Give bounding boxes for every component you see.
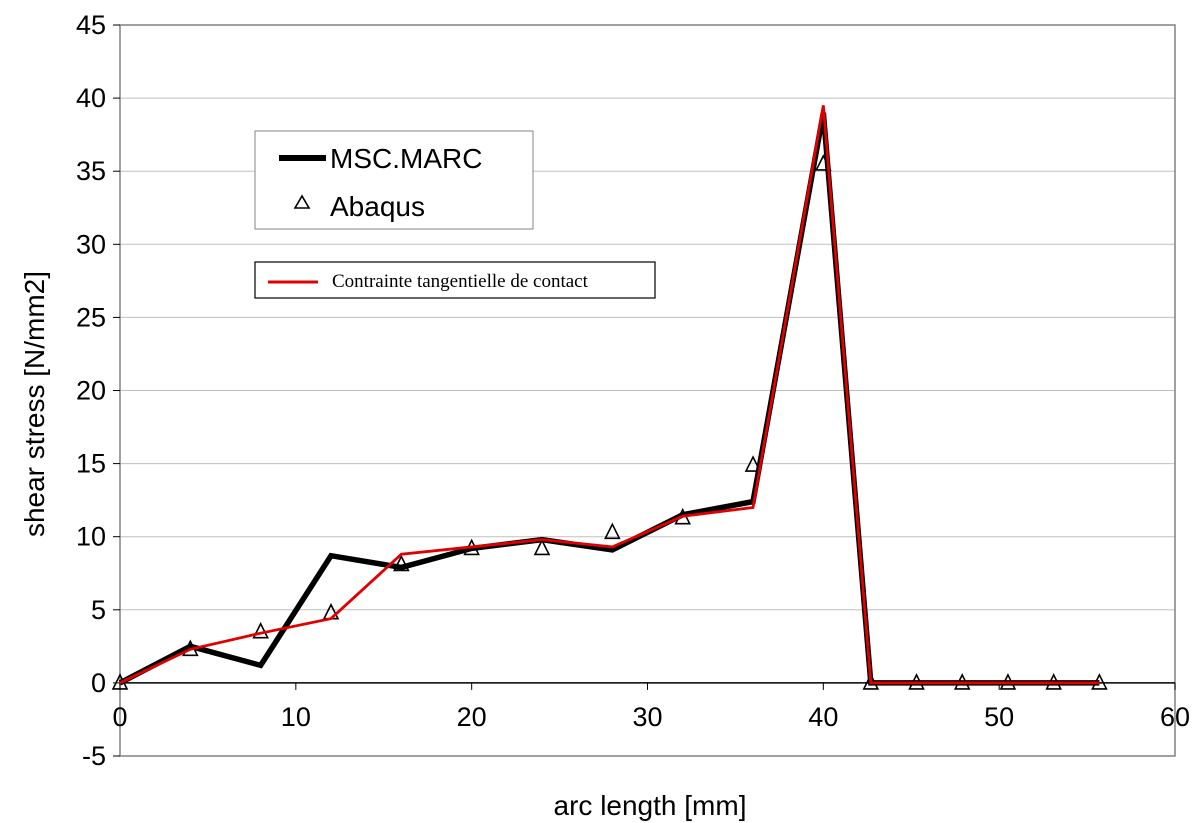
abaqus-marker — [322, 602, 340, 620]
x-tick-label: 20 — [457, 702, 487, 732]
legend-abaqus-label: Abaqus — [330, 191, 425, 222]
y-axis-label: shear stress [N/mm2] — [19, 271, 50, 537]
legend-contact-label: Contrainte tangentielle de contact — [332, 271, 589, 292]
x-tick-label: 0 — [112, 702, 127, 732]
abaqus-marker — [604, 522, 621, 540]
x-tick-label: 50 — [984, 702, 1014, 732]
legend-main: MSC.MARC Abaqus — [254, 130, 534, 230]
y-tick-label: 45 — [76, 10, 106, 40]
y-tick-label: 0 — [91, 668, 106, 698]
y-tick-label: 5 — [91, 595, 106, 625]
series-line-contact — [119, 105, 1100, 685]
series-layer — [111, 105, 1108, 690]
y-tick-label: 10 — [76, 522, 106, 552]
y-tick-label: 40 — [76, 83, 106, 113]
abaqus-marker — [744, 455, 762, 472]
abaqus-marker — [252, 621, 269, 639]
legend-abaqus-marker — [293, 194, 311, 209]
legend-msc-label: MSC.MARC — [330, 143, 482, 174]
x-axis-label: arc length [mm] — [554, 790, 747, 821]
y-tick-label: 30 — [76, 229, 106, 259]
abaqus-marker — [393, 554, 410, 572]
y-tick-label: 20 — [76, 376, 106, 406]
x-tick-label: 60 — [1160, 702, 1190, 732]
y-tick-label: 35 — [76, 156, 106, 186]
y-tick-label: 25 — [76, 302, 106, 332]
legend-contact-box — [254, 261, 656, 299]
x-tick-label: 30 — [632, 702, 662, 732]
abaqus-marker — [533, 538, 551, 556]
legend-contact: Contrainte tangentielle de contact — [254, 261, 656, 299]
y-tick-label: 15 — [76, 449, 106, 479]
x-tick-label: 10 — [281, 702, 311, 732]
x-tick-label: 40 — [808, 702, 838, 732]
y-tick-label: -5 — [82, 741, 106, 771]
legend-main-box — [254, 130, 534, 230]
